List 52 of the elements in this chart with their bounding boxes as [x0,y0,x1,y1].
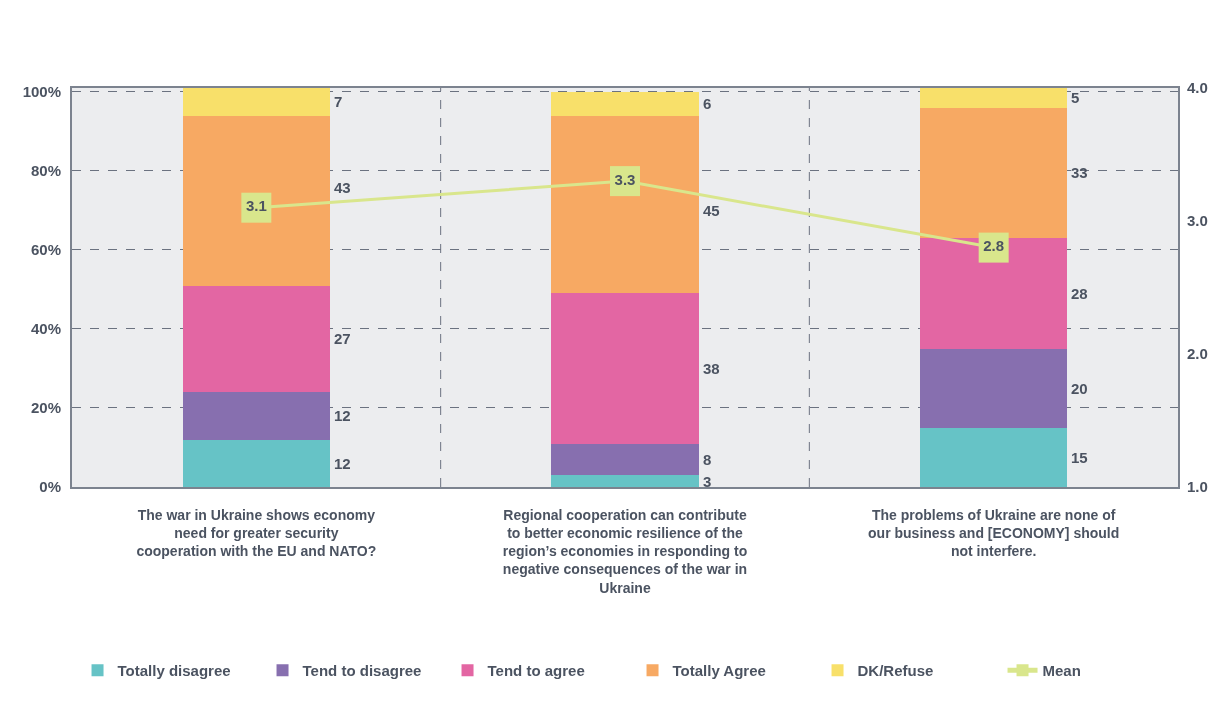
bar [182,392,331,440]
bar [551,293,699,444]
data-label: 12 [334,407,351,424]
data-label: 2.8 [983,237,1005,255]
bar [551,475,699,487]
bar [919,88,1068,108]
bar [182,285,331,393]
data-label: 5 [1071,89,1080,106]
bar [919,348,1068,428]
data-label: 33 [1071,164,1088,181]
bar [551,115,699,294]
y-tick-label: 0% [39,478,61,496]
y2-tick-label: 2.0 [1187,345,1208,363]
legend-label: Mean [1042,662,1081,680]
bar [182,439,331,487]
data-label: 8 [703,451,712,468]
data-label: 43 [334,179,351,196]
y2-tick-label: 1.0 [1187,478,1208,496]
data-label: 3 [703,473,712,490]
data-label: 27 [334,330,351,347]
legend-label: DK/Refuse [857,662,934,680]
x-tick-label: The problems of Ukraine are none of our business and [ECONOMY] should not interfere. [868,506,1120,560]
data-label: 12 [334,455,351,472]
bar [919,238,1068,349]
x-tick-label: The war in Ukraine shows economy need for greater security cooperation with the EU and NATO? [136,506,377,560]
data-label: 6 [703,95,712,112]
y-tick-label: 100% [22,83,61,101]
data-label: 3.1 [245,197,267,215]
x-tick-label: Regional cooperation can contribute to better economic resilience of the region’s economies in responding to negative consequences of the war in Ukraine [502,506,748,596]
bar [551,443,699,476]
legend-label: Tend to agree [487,662,585,680]
y-tick-label: 80% [30,162,61,180]
bar [551,91,699,116]
legend-label: Totally Agree [672,662,766,680]
bar [919,107,1068,239]
data-label: 20 [1071,380,1088,397]
data-label: 7 [334,93,343,110]
data-label: 38 [703,360,720,377]
y2-tick-label: 4.0 [1187,79,1208,97]
data-label: 3.3 [614,170,636,188]
y-tick-label: 40% [30,320,61,338]
legend-label: Totally disagree [117,662,231,680]
data-label: 45 [703,202,720,219]
bar [182,88,331,116]
bar [182,115,331,286]
data-label: 28 [1071,285,1088,302]
legend-label: Tend to disagree [302,662,422,680]
data-label: 15 [1071,449,1088,466]
y-tick-label: 60% [30,241,61,259]
y2-tick-label: 3.0 [1187,212,1208,230]
bar [919,427,1068,487]
y-tick-label: 20% [30,399,61,417]
